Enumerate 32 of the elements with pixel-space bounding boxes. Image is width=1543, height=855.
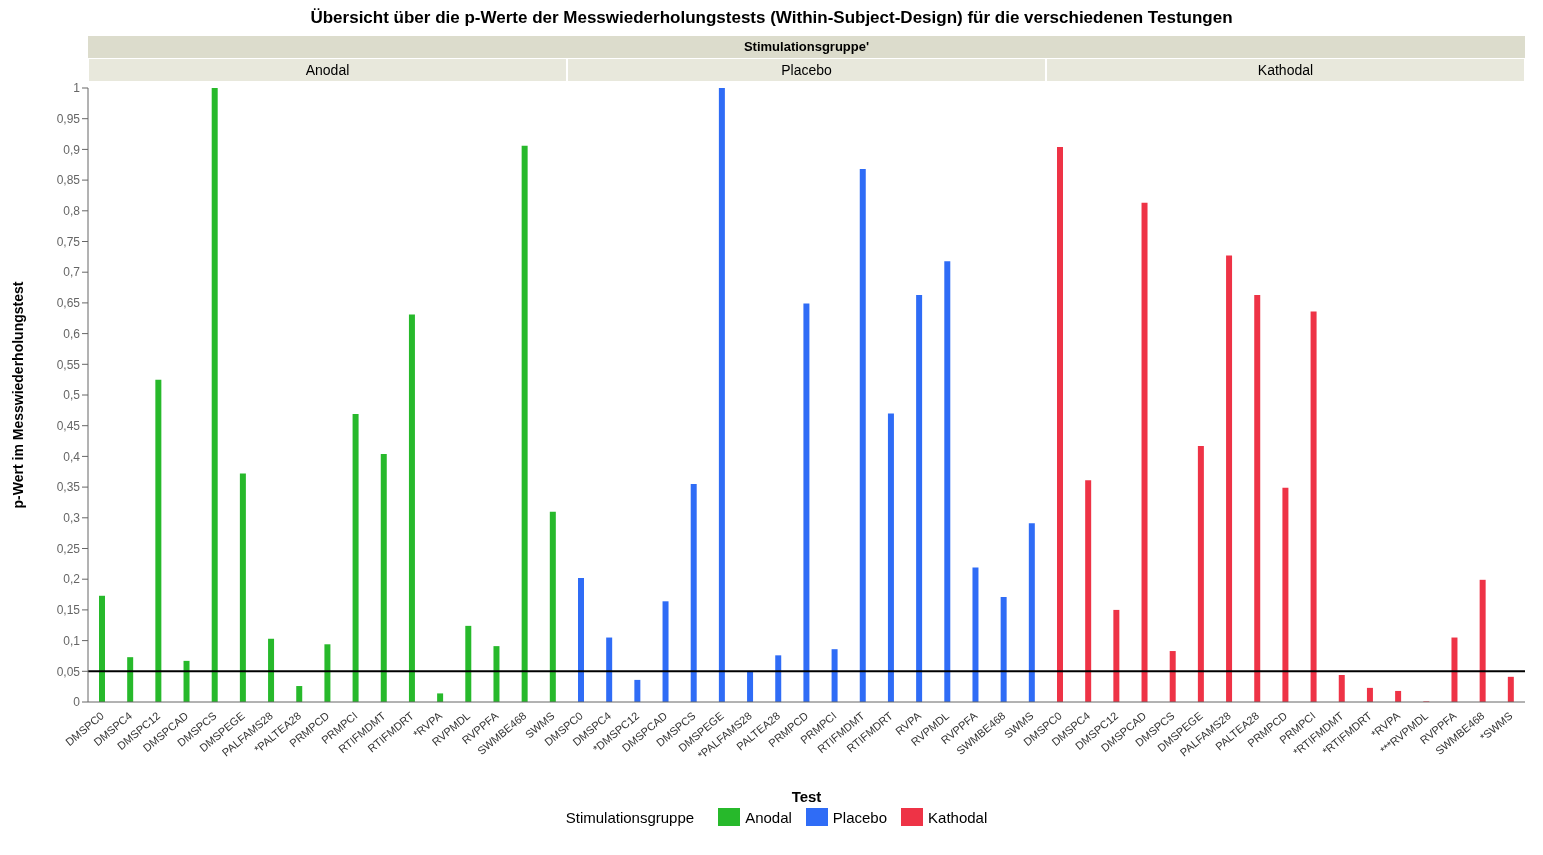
legend-label: Kathodal — [927, 808, 988, 826]
y-tick-label: 0,45 — [56, 418, 81, 433]
y-tick-label: 0,85 — [56, 173, 81, 188]
y-tick-label: 0,7 — [63, 265, 81, 280]
y-tick-label: 0,55 — [56, 357, 81, 372]
y-tick-label: 1 — [73, 81, 81, 96]
y-tick-label: 0,3 — [63, 511, 81, 526]
text: Kathodal — [1047, 59, 1524, 81]
y-tick-label: 0,15 — [56, 603, 81, 618]
y-tick-label: 0,5 — [63, 388, 81, 403]
y-tick-label: 0,65 — [56, 296, 81, 311]
text: Anodal — [89, 59, 566, 81]
y-tick-label: 0,1 — [63, 633, 81, 648]
legend-label: Anodal — [744, 808, 792, 826]
y-tick-label: 0,9 — [63, 142, 81, 157]
x-axis-title: Test — [791, 788, 822, 805]
text: Placebo — [568, 59, 1045, 81]
y-axis-title: p-Wert im Messwiederholungstest — [9, 281, 26, 509]
y-tick-label: 0,05 — [56, 664, 81, 679]
legend-label: Placebo — [831, 808, 888, 826]
y-tick-label: 0,4 — [63, 449, 81, 464]
y-tick-label: 0,95 — [56, 111, 81, 126]
y-tick-label: 0,25 — [56, 541, 81, 556]
y-tick-label: 0 — [73, 695, 81, 710]
y-tick-label: 0,2 — [63, 572, 81, 587]
chart-title: Übersicht über die p-Werte der Messwiederholungstests (Within-Subject-Design) für die verschiedenen Testungen — [309, 8, 1234, 29]
y-tick-label: 0,6 — [63, 326, 81, 341]
y-tick-label: 0,8 — [63, 204, 81, 219]
y-tick-label: 0,75 — [56, 234, 81, 249]
text: Stimulationsgruppe' — [88, 36, 1525, 58]
legend-title: Stimulationsgruppe — [565, 808, 695, 826]
y-tick-label: 0,35 — [56, 480, 81, 495]
